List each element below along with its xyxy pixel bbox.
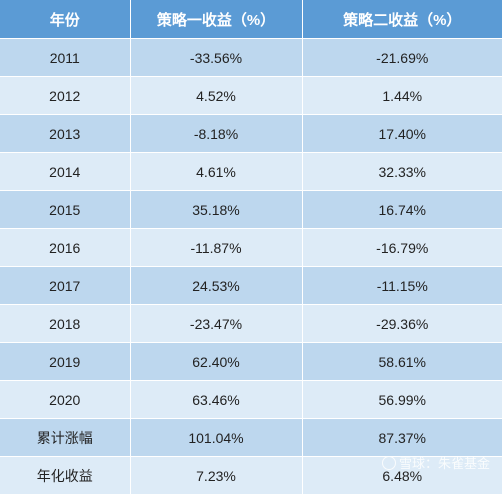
watermark-text: 雪球：朱雀基金: [399, 453, 490, 472]
cell-strategy-1: -33.56%: [130, 39, 302, 77]
table-row: 2011-33.56%-21.69%: [0, 39, 502, 77]
cell-year: 2016: [0, 229, 130, 267]
header-year: 年份: [0, 0, 130, 39]
cell-year: 2014: [0, 153, 130, 191]
cell-year: 2019: [0, 343, 130, 381]
cell-strategy-2: 16.74%: [302, 191, 502, 229]
cell-strategy-1: 35.18%: [130, 191, 302, 229]
cell-strategy-2: 87.37%: [302, 419, 502, 457]
cell-year: 累计涨幅: [0, 419, 130, 457]
cell-year: 2013: [0, 115, 130, 153]
table-row: 2013-8.18%17.40%: [0, 115, 502, 153]
cell-strategy-1: -23.47%: [130, 305, 302, 343]
watermark: 雪球：朱雀基金: [382, 453, 490, 472]
cell-strategy-2: 56.99%: [302, 381, 502, 419]
cell-strategy-1: 24.53%: [130, 267, 302, 305]
snowball-logo-icon: [382, 456, 396, 470]
cell-year: 2012: [0, 77, 130, 115]
table-row: 2018-23.47%-29.36%: [0, 305, 502, 343]
cell-strategy-2: -21.69%: [302, 39, 502, 77]
cell-strategy-2: 32.33%: [302, 153, 502, 191]
cell-strategy-1: -11.87%: [130, 229, 302, 267]
cell-strategy-1: 7.23%: [130, 457, 302, 494]
cell-year: 2017: [0, 267, 130, 305]
cell-strategy-2: -16.79%: [302, 229, 502, 267]
cell-strategy-2: 17.40%: [302, 115, 502, 153]
cell-strategy-2: 58.61%: [302, 343, 502, 381]
table-row: 2016-11.87%-16.79%: [0, 229, 502, 267]
cell-strategy-1: 63.46%: [130, 381, 302, 419]
cell-strategy-2: -11.15%: [302, 267, 502, 305]
table-header-row: 年份 策略一收益（%） 策略二收益（%）: [0, 0, 502, 39]
cell-year: 2015: [0, 191, 130, 229]
cell-strategy-1: 101.04%: [130, 419, 302, 457]
cell-year: 2018: [0, 305, 130, 343]
returns-table-container: 年份 策略一收益（%） 策略二收益（%） 2011-33.56%-21.69%2…: [0, 0, 502, 478]
cell-strategy-2: 1.44%: [302, 77, 502, 115]
cell-strategy-2: -29.36%: [302, 305, 502, 343]
header-strategy-1: 策略一收益（%）: [130, 0, 302, 39]
header-strategy-2: 策略二收益（%）: [302, 0, 502, 39]
cell-year: 2020: [0, 381, 130, 419]
cell-strategy-1: 62.40%: [130, 343, 302, 381]
cell-strategy-1: 4.52%: [130, 77, 302, 115]
cell-year: 年化收益: [0, 457, 130, 494]
cell-strategy-1: -8.18%: [130, 115, 302, 153]
cell-strategy-1: 4.61%: [130, 153, 302, 191]
cell-year: 2011: [0, 39, 130, 77]
